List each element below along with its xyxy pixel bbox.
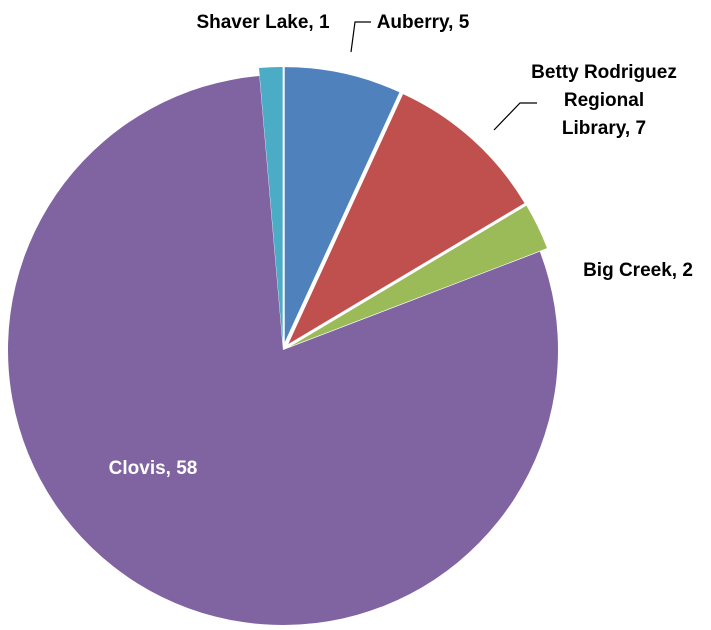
leader-lines xyxy=(350,21,537,131)
pie-slice-clovis xyxy=(7,76,558,625)
data-label-betty-rodriguez-regional-library: Betty Rodriguez Regional Library, 7 xyxy=(531,62,677,139)
pie-slice-auberry xyxy=(284,67,400,343)
data-label-shaver-lake: Shaver Lake, 1 xyxy=(196,12,330,33)
leader-line-auberry xyxy=(350,21,371,53)
pie-slice-shaver-lake xyxy=(259,67,283,343)
data-label-auberry: Auberry, 5 xyxy=(377,12,470,33)
leader-line-betty-rodriguez-regional-library xyxy=(493,102,537,131)
pie-slices xyxy=(7,67,558,625)
pie-slice-betty-rodriguez-regional-library xyxy=(288,94,525,345)
data-label-clovis: Clovis, 58 xyxy=(109,458,198,479)
data-labels: Auberry, 5 Betty Rodriguez Regional Library… xyxy=(109,12,693,479)
pie-slice-big-creek xyxy=(290,205,548,347)
data-label-big-creek: Big Creek, 2 xyxy=(583,260,693,281)
